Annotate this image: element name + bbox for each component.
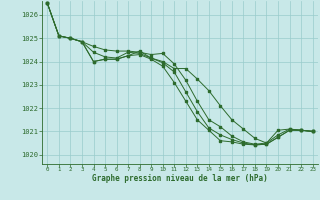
X-axis label: Graphe pression niveau de la mer (hPa): Graphe pression niveau de la mer (hPa) [92, 174, 268, 183]
